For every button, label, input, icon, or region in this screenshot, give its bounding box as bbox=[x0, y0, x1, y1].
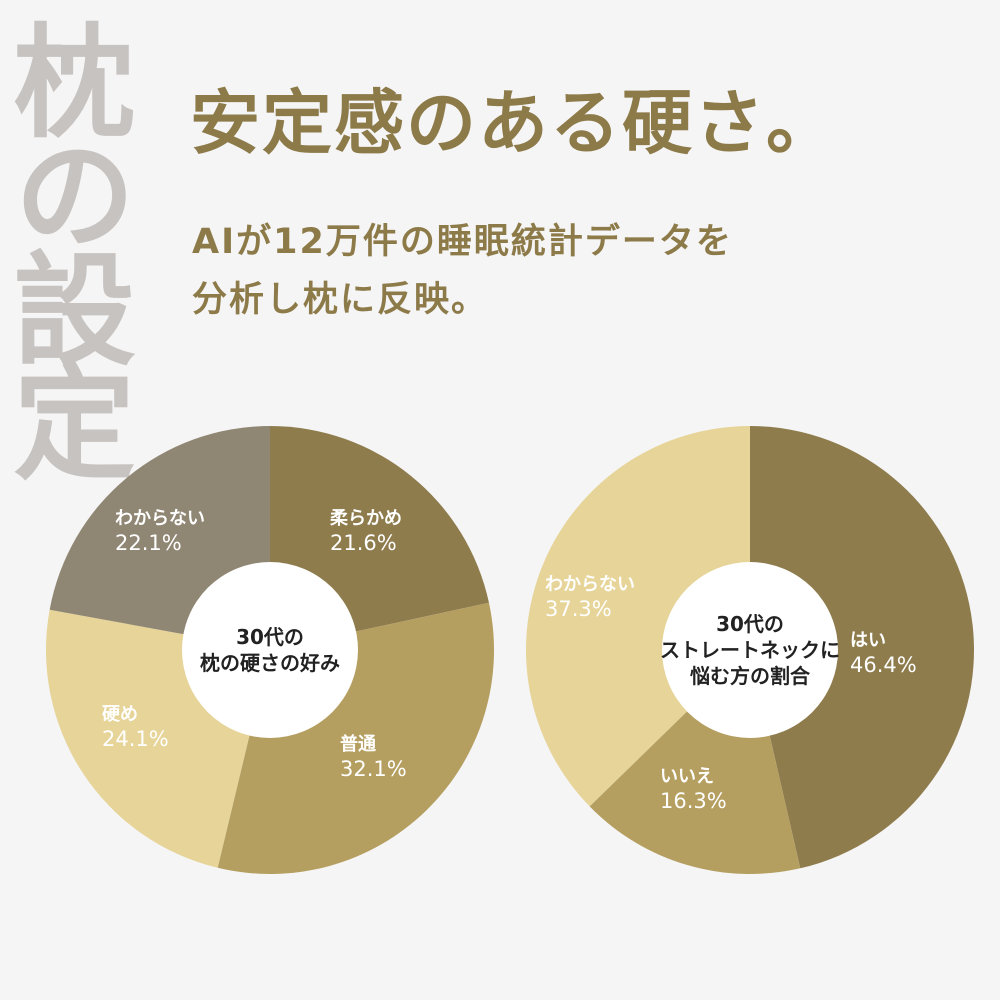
chart-title-line-1-2: 枕の硬さの好み bbox=[200, 651, 340, 675]
subcopy: AIが12万件の睡眠統計データを 分析し枕に反映。 bbox=[192, 213, 733, 329]
slice-label-1-1: 柔らかめ bbox=[330, 508, 402, 529]
slice-label-1-3: 硬め bbox=[102, 704, 138, 725]
slice-value-1-3: 24.1% bbox=[102, 727, 169, 751]
slice-value-1-1: 21.6% bbox=[330, 531, 397, 555]
slice-label-1-4: わからない bbox=[115, 508, 205, 529]
slice-label-2-3: わからない bbox=[545, 574, 635, 595]
slice-value-1-2: 32.1% bbox=[340, 757, 407, 781]
slice-value-1-4: 22.1% bbox=[115, 531, 182, 555]
chart-center-circle-1 bbox=[182, 562, 358, 738]
side-title: 枕の設定 bbox=[0, 18, 135, 474]
chart-title-line-1-1: 30代の bbox=[236, 625, 304, 649]
hardness-preference-chart: 柔らかめ 21.6% 普通 32.1% 硬め 24.1% わからない 22.1% 30代の 枕の硬… bbox=[40, 420, 500, 880]
pie-slice-2-3 bbox=[526, 426, 750, 807]
slice-label-1-2: 普通 bbox=[340, 733, 376, 755]
slice-label-2-2: いいえ bbox=[660, 766, 714, 787]
straight-neck-chart: はい 46.4% いいえ 16.3% わからない 37.3% 30代の ストレートネックに 悩む… bbox=[520, 420, 980, 880]
subcopy-line-2: 分析し枕に反映。 bbox=[192, 280, 489, 320]
subcopy-line-1: AIが12万件の睡眠統計データを bbox=[192, 222, 733, 262]
slice-label-2-1: はい bbox=[850, 630, 886, 651]
chart-title-line-2-3: 悩む方の割合 bbox=[690, 664, 811, 688]
slice-value-2-1: 46.4% bbox=[850, 653, 917, 677]
chart-center-circle-2 bbox=[662, 562, 838, 738]
chart-title-line-2-2: ストレートネックに bbox=[660, 638, 840, 662]
slice-value-2-3: 37.3% bbox=[545, 597, 612, 621]
headline: 安定感のある硬さ。 bbox=[190, 82, 838, 164]
chart-title-line-2-1: 30代の bbox=[716, 612, 784, 636]
slice-value-2-2: 16.3% bbox=[660, 789, 727, 813]
pie-slice-2-1 bbox=[750, 426, 975, 869]
